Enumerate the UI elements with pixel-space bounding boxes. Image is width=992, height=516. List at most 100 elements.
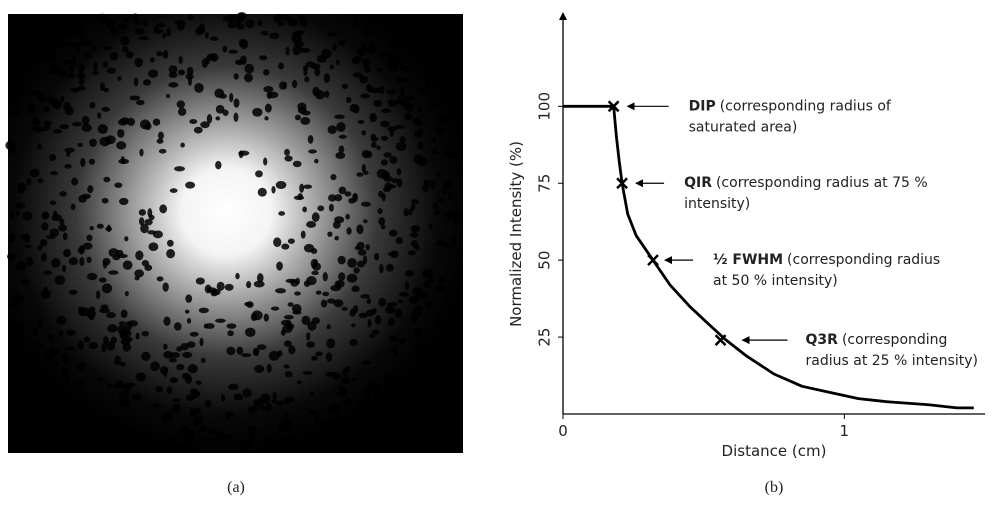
speckle xyxy=(356,224,364,235)
speckle xyxy=(18,87,25,97)
speckle xyxy=(10,299,18,309)
speckle xyxy=(166,27,171,37)
speckle xyxy=(118,158,130,165)
speckle xyxy=(236,346,244,355)
speckle xyxy=(116,141,127,150)
speckle xyxy=(287,238,295,244)
speckle xyxy=(383,176,393,182)
speckle xyxy=(76,73,87,79)
speckle xyxy=(345,365,351,373)
annotation-text: saturated area) xyxy=(689,119,798,135)
speckle xyxy=(58,38,68,47)
speckle xyxy=(193,415,204,425)
speckle xyxy=(86,234,93,242)
speckle xyxy=(209,36,219,41)
speckle xyxy=(140,223,149,234)
speckle xyxy=(270,306,280,311)
speckle xyxy=(387,126,398,132)
speckle xyxy=(388,335,399,343)
speckle xyxy=(162,49,169,59)
speckle xyxy=(451,237,457,248)
speckle xyxy=(124,236,129,242)
speckle xyxy=(117,75,122,82)
speckle xyxy=(120,423,126,431)
speckle xyxy=(271,186,276,194)
speckle xyxy=(278,62,284,70)
speckle xyxy=(152,403,162,408)
speckle xyxy=(371,141,377,148)
speckle xyxy=(104,19,116,29)
speckle xyxy=(70,203,76,211)
speckle xyxy=(276,261,283,271)
annotation-bold: QIR xyxy=(684,175,712,191)
speckle xyxy=(349,309,356,317)
speckle xyxy=(379,120,390,128)
speckle xyxy=(396,178,403,188)
speckle xyxy=(15,329,23,334)
speckle xyxy=(171,405,181,412)
speckle xyxy=(62,232,68,241)
speckle xyxy=(348,197,356,204)
speckle xyxy=(215,104,225,114)
speckle xyxy=(46,52,57,62)
speckle xyxy=(436,239,446,247)
speckle xyxy=(77,378,85,387)
speckle xyxy=(393,350,398,358)
speckle xyxy=(413,327,424,337)
speckle xyxy=(378,297,387,307)
speckle xyxy=(106,312,116,319)
speckle xyxy=(80,157,86,168)
cross-marker xyxy=(714,334,727,347)
speckle xyxy=(91,44,97,53)
speckle xyxy=(372,329,380,335)
speckle xyxy=(327,231,333,237)
speckle xyxy=(95,290,101,300)
speckle xyxy=(410,224,421,233)
speckle xyxy=(159,204,168,214)
speckle xyxy=(260,30,269,36)
speckle xyxy=(361,360,372,365)
speckle xyxy=(437,198,446,203)
speckle xyxy=(388,347,398,352)
speckle xyxy=(174,166,185,172)
speckle xyxy=(21,279,30,285)
speckle xyxy=(14,202,26,209)
speckle xyxy=(404,112,413,121)
speckle xyxy=(189,331,199,337)
speckle xyxy=(284,371,293,378)
speckle xyxy=(89,226,94,231)
speckle xyxy=(114,182,123,188)
speckle xyxy=(275,288,287,294)
speckle xyxy=(374,315,382,325)
speckle xyxy=(365,244,370,251)
speckle xyxy=(307,321,317,331)
speckle xyxy=(103,176,111,183)
speckle xyxy=(341,83,349,90)
speckle xyxy=(423,280,431,290)
speckle xyxy=(163,316,171,326)
speckle xyxy=(252,404,259,412)
speckle xyxy=(368,380,374,391)
speckle xyxy=(162,282,169,292)
speckle xyxy=(244,327,256,337)
speckle xyxy=(305,332,311,341)
speckle xyxy=(118,321,126,326)
speckle xyxy=(255,170,263,178)
speckle xyxy=(233,393,243,399)
speckle xyxy=(264,103,272,113)
speckle xyxy=(314,158,319,164)
speckle xyxy=(283,314,294,320)
speckle xyxy=(276,15,286,22)
speckle xyxy=(394,308,403,318)
speckle xyxy=(220,394,226,402)
speckle xyxy=(219,93,227,99)
speckle xyxy=(122,46,129,53)
speckle xyxy=(17,182,27,192)
speckle xyxy=(285,46,290,56)
speckle xyxy=(378,52,387,58)
speckle xyxy=(82,242,93,250)
speckle xyxy=(34,350,41,357)
speckle xyxy=(184,309,190,314)
speckle xyxy=(265,402,273,413)
speckle xyxy=(9,144,16,154)
